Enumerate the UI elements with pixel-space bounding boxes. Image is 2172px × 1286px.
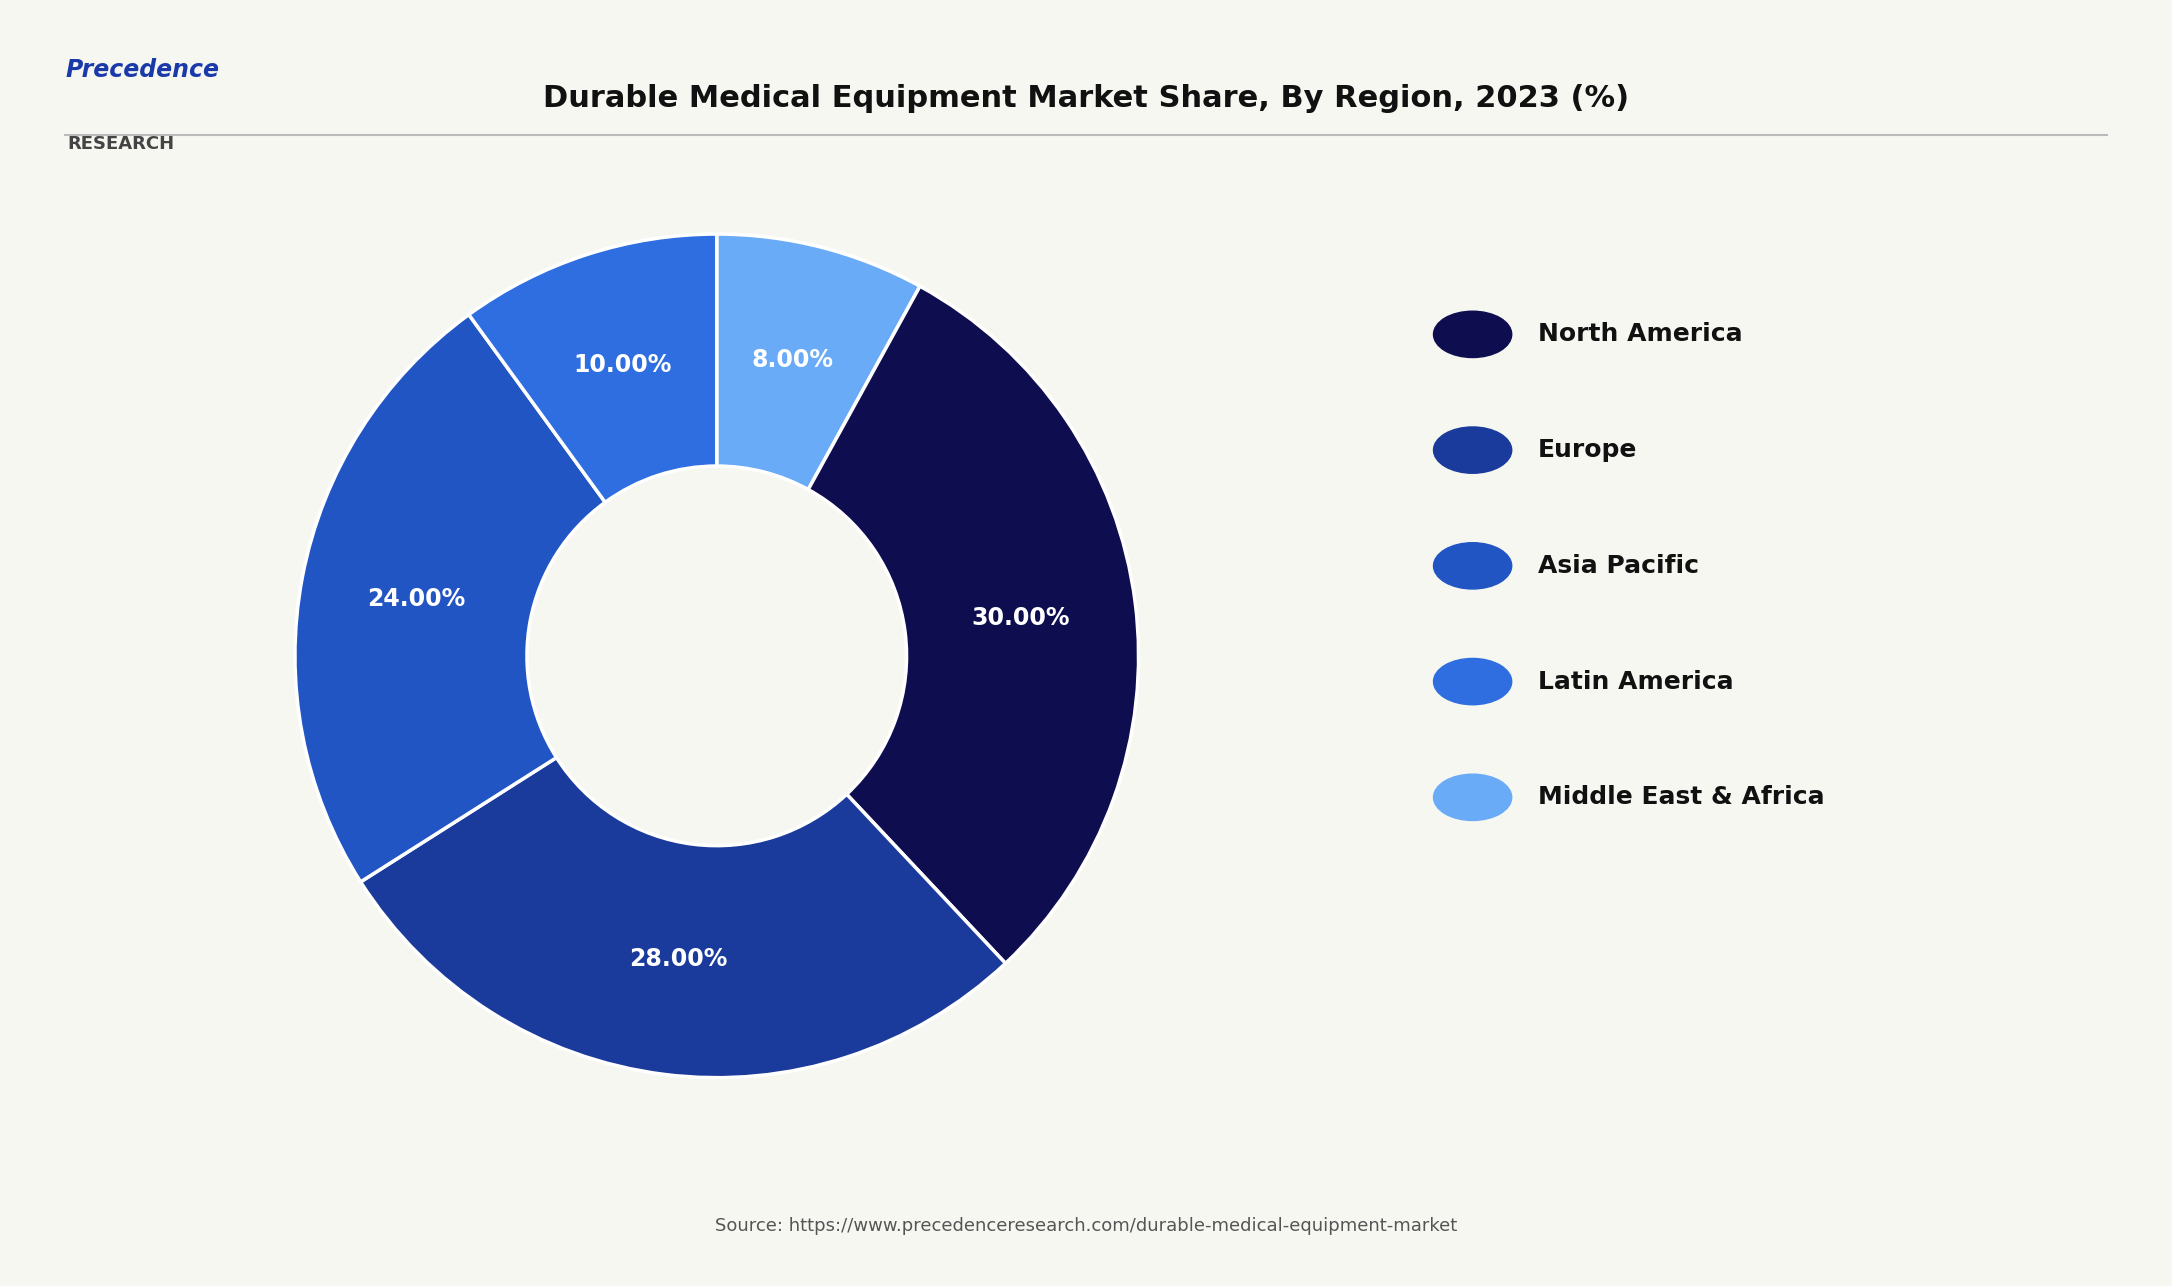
Wedge shape — [469, 234, 717, 503]
Text: Durable Medical Equipment Market Share, By Region, 2023 (%): Durable Medical Equipment Market Share, … — [543, 84, 1629, 113]
Text: RESEARCH: RESEARCH — [67, 135, 174, 153]
Wedge shape — [808, 287, 1138, 963]
Text: 24.00%: 24.00% — [367, 586, 465, 611]
Text: Middle East & Africa: Middle East & Africa — [1538, 786, 1824, 809]
Wedge shape — [295, 315, 606, 882]
Text: Europe: Europe — [1538, 439, 1638, 462]
Text: Asia Pacific: Asia Pacific — [1538, 554, 1699, 577]
Text: 8.00%: 8.00% — [752, 347, 834, 372]
Text: Source: https://www.precedenceresearch.com/durable-medical-equipment-market: Source: https://www.precedenceresearch.c… — [715, 1217, 1457, 1235]
Text: Latin America: Latin America — [1538, 670, 1733, 693]
Text: 10.00%: 10.00% — [573, 354, 671, 377]
Text: 30.00%: 30.00% — [971, 606, 1069, 630]
Wedge shape — [717, 234, 921, 490]
Text: 28.00%: 28.00% — [630, 948, 728, 971]
Wedge shape — [361, 757, 1006, 1078]
Text: North America: North America — [1538, 323, 1742, 346]
Text: Precedence: Precedence — [65, 58, 219, 82]
